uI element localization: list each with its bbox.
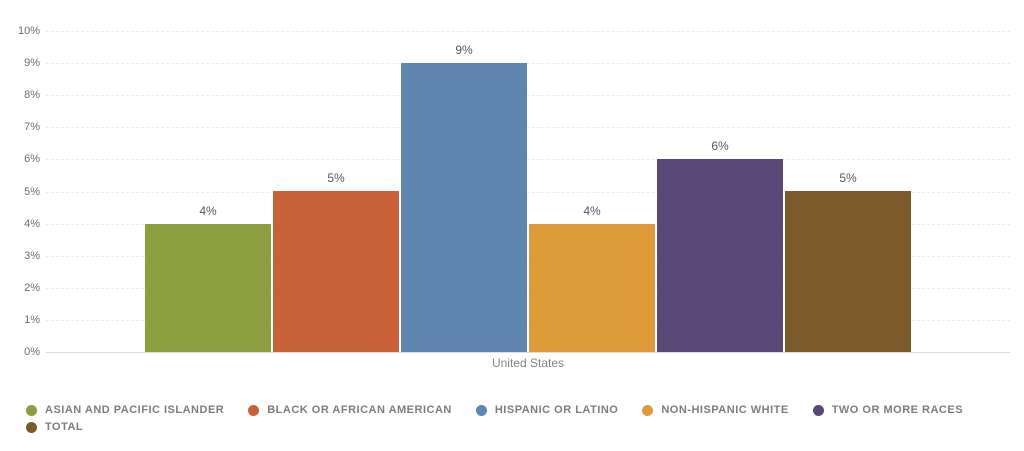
gridline-7 [46, 127, 1010, 129]
legend-swatch-icon [248, 405, 260, 416]
bar-value-label-black-or-african-american: 5% [327, 171, 345, 185]
y-tick-7: 7% [24, 121, 40, 134]
gridline-3 [46, 255, 1010, 257]
gridline-10 [46, 31, 1010, 32]
y-tick-9: 9% [24, 57, 40, 70]
legend-swatch-icon [812, 405, 824, 416]
bar-total[interactable] [785, 191, 911, 352]
legend-item-hispanic-or-latino[interactable]: HISPANIC OR LATINO [475, 404, 619, 417]
y-tick-2: 2% [24, 281, 40, 294]
y-tick-0: 0% [24, 346, 40, 358]
bar-value-label-total: 5% [839, 171, 857, 185]
bar-black-or-african-american[interactable] [273, 191, 399, 352]
y-tick-1: 1% [24, 313, 40, 326]
bar-value-label-hispanic-or-latino: 9% [455, 43, 473, 57]
y-tick-4: 4% [24, 217, 40, 230]
legend-item-label: TWO OR MORE RACES [831, 404, 964, 416]
y-tick-5: 5% [24, 185, 40, 198]
legend-item-two-or-more-races[interactable]: TWO OR MORE RACES [812, 404, 964, 417]
legend-item-label: NON-HISPANIC WHITE [661, 404, 789, 416]
gridline-8 [46, 95, 1010, 97]
y-tick-10: 10% [17, 25, 40, 37]
bar-value-label-non-hispanic-white: 4% [583, 204, 601, 218]
x-axis-label: United States [491, 356, 565, 370]
y-tick-8: 8% [24, 89, 40, 102]
gridline-1 [46, 319, 1010, 321]
bar-value-label-asian-and-pacific-islander: 4% [199, 204, 217, 218]
y-tick-3: 3% [24, 249, 40, 262]
bar-hispanic-or-latino[interactable] [401, 63, 527, 352]
legend-item-label: HISPANIC OR LATINO [494, 404, 619, 416]
legend-swatch-icon [26, 422, 37, 433]
legend-item-total[interactable]: TOTAL [26, 421, 83, 434]
gridline-6 [46, 159, 1010, 161]
y-tick-6: 6% [24, 153, 40, 166]
gridline-9 [46, 63, 1010, 65]
bar-value-label-two-or-more-races: 6% [711, 139, 729, 153]
bar-asian-and-pacific-islander[interactable] [145, 224, 271, 352]
bar-two-or-more-races[interactable] [657, 159, 783, 352]
legend: ASIAN AND PACIFIC ISLANDER BLACK OR AFRIC… [26, 404, 1010, 434]
legend-item-label: BLACK OR AFRICAN AMERICAN [267, 404, 452, 416]
legend-item-label: TOTAL [45, 421, 84, 433]
legend-item-label: ASIAN AND PACIFIC ISLANDER [45, 404, 225, 416]
legend-item-asian-and-pacific-islander[interactable]: ASIAN AND PACIFIC ISLANDER [26, 404, 224, 417]
gridline-5 [46, 191, 1010, 193]
gridline-0 [46, 352, 1010, 353]
legend-swatch-icon [26, 405, 37, 416]
legend-swatch-icon [642, 405, 654, 416]
gridline-4 [46, 223, 1010, 225]
plot-area: 4% 5% 9% 4% 6% 5% [46, 31, 1010, 353]
legend-swatch-icon [475, 405, 487, 416]
legend-item-black-or-african-american[interactable]: BLACK OR AFRICAN AMERICAN [248, 404, 452, 417]
gridline-2 [46, 287, 1010, 289]
legend-item-non-hispanic-white[interactable]: NON-HISPANIC WHITE [642, 404, 788, 417]
bar-non-hispanic-white[interactable] [529, 224, 655, 352]
